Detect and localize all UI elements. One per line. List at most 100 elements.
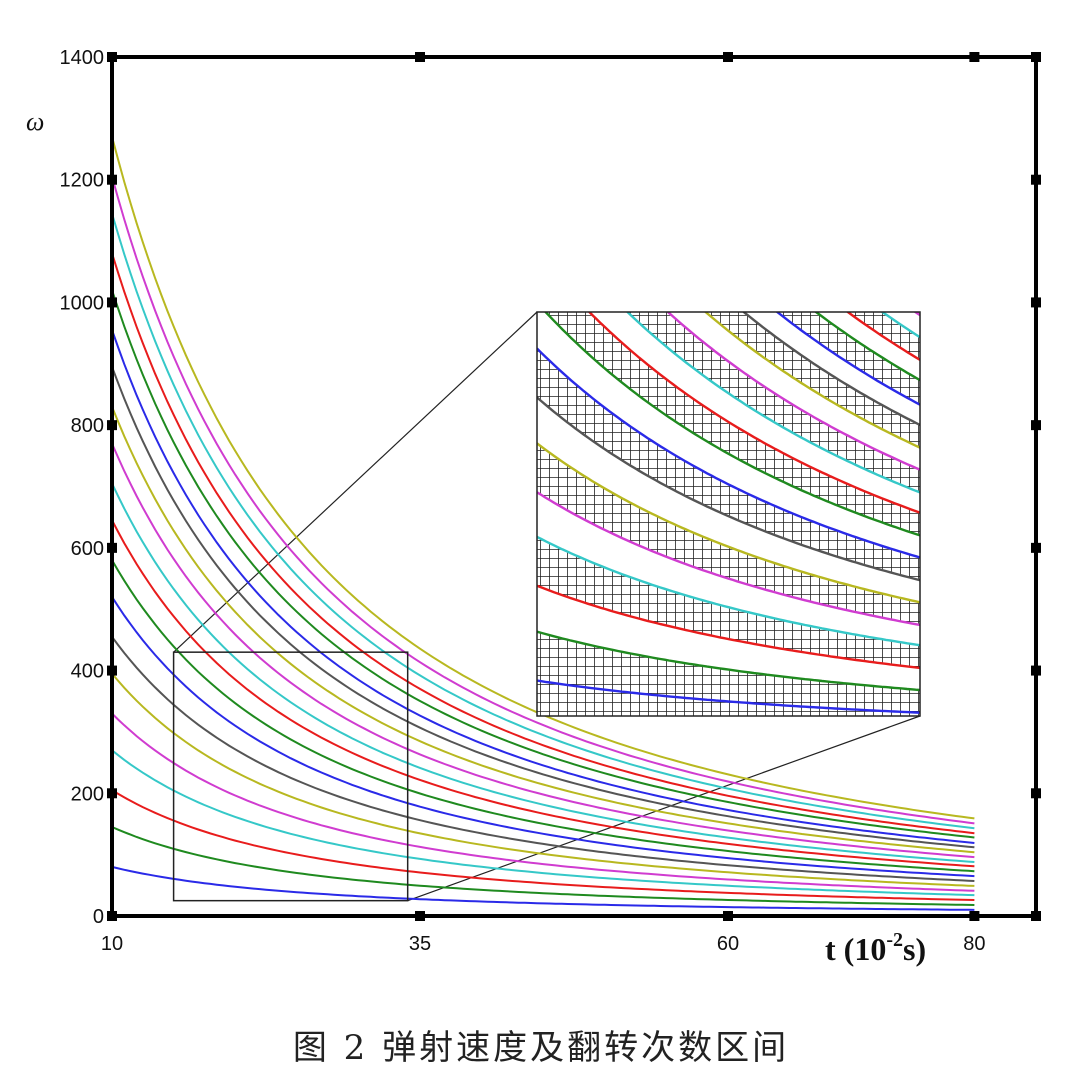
series-line-10: [111, 519, 975, 868]
hatched-band: [537, 536, 920, 668]
y-tick-label: 0: [93, 906, 104, 928]
y-tick-mark-right: [1031, 52, 1041, 62]
series-line-17: [111, 253, 975, 835]
y-tick-mark-left: [107, 174, 117, 185]
y-tick-label: 400: [71, 661, 104, 683]
series-line-5: [111, 712, 975, 892]
series-line-12: [111, 443, 975, 859]
zoom-box: [172, 651, 409, 902]
series-line-1: [111, 865, 975, 911]
zoom-inset: [536, 0, 921, 717]
series-line-15: [111, 329, 975, 844]
inset-series-line-10: [587, 312, 920, 514]
x-axis-label-exponent: -2: [886, 929, 903, 951]
inset-series-line-6: [537, 442, 920, 604]
hatched-band: [627, 312, 920, 493]
series-line-8: [111, 596, 975, 878]
x-axis-label-unit: s): [903, 931, 926, 967]
inset-series-line-13: [703, 312, 920, 449]
hatched-band: [915, 312, 920, 316]
inset-series-line-18: [880, 312, 920, 339]
inset-series-line-20: [537, 0, 920, 292]
y-tick-label: 1200: [60, 170, 105, 192]
y-tick-mark-right: [1031, 911, 1041, 921]
y-tick-mark-right: [1031, 174, 1041, 185]
inset-series-line-19: [913, 312, 920, 317]
zoom-connector-top: [173, 311, 538, 653]
x-tick-label: 60: [717, 933, 739, 955]
x-tick-label: 80: [963, 933, 985, 955]
y-tick-mark-right: [1031, 665, 1041, 676]
series-line-9: [111, 559, 975, 873]
inset-series-line-17: [845, 312, 920, 361]
y-tick-mark-right: [1031, 297, 1041, 308]
hatched-band: [537, 348, 920, 581]
y-tick-mark-right: [1031, 788, 1041, 799]
y-tick-mark-left: [107, 297, 117, 308]
plot-frame: [110, 55, 1038, 918]
hatched-band: [705, 312, 920, 448]
inset-series-line-4: [537, 535, 920, 647]
y-tick-mark-right: [1031, 542, 1041, 553]
y-axis-label: ω: [26, 107, 44, 136]
inset-series-line-7: [537, 396, 920, 582]
inset-series-line-3: [537, 584, 920, 670]
y-tick-mark-left: [107, 788, 117, 799]
inset-series-line-12: [666, 312, 920, 471]
x-tick-mark-top: [107, 52, 117, 62]
zoom-connector-bottom: [407, 715, 921, 902]
y-tick-mark-left: [107, 542, 117, 553]
x-tick-mark-bottom: [107, 911, 117, 921]
plot-border: [110, 55, 1038, 918]
chart: 0 200 400 600 800 1000 1200 1400 10 35 60 80 ω t (1…: [26, 0, 1041, 967]
inset-series-line-14: [741, 312, 920, 426]
inset-series-line-8: [537, 347, 920, 559]
y-tick-label: 800: [71, 415, 104, 437]
x-tick-label: 35: [409, 933, 431, 955]
inset-series-line-1: [537, 679, 920, 714]
figure-caption: 图 2 弹射速度及翻转次数区间: [292, 1028, 790, 1068]
hatched-band: [537, 680, 920, 716]
y-tick-label: 600: [71, 538, 104, 560]
series-layer: [111, 136, 975, 911]
y-tick-mark-left: [107, 420, 117, 431]
y-tick-mark-right: [1031, 420, 1041, 431]
y-tick-mark-left: [107, 665, 117, 676]
hatched-band: [777, 312, 920, 405]
series-line-19: [111, 176, 975, 825]
inset-plot: [537, 0, 920, 716]
inset-series-line-9: [543, 312, 920, 537]
series-line-6: [111, 672, 975, 887]
series-line-16: [111, 289, 975, 839]
series-line-7: [111, 636, 975, 882]
x-tick-mark-top: [415, 52, 425, 62]
y-tick-label: 200: [71, 783, 104, 805]
series-line-4: [111, 749, 975, 897]
hatched-band: [545, 312, 920, 536]
series-line-11: [111, 482, 975, 863]
zoom-rectangle: [172, 651, 409, 902]
x-tick-mark-top: [969, 52, 980, 62]
inset-series-line-5: [537, 491, 920, 627]
y-tick-label: 1000: [60, 292, 105, 314]
series-line-13: [111, 406, 975, 854]
tick-layer: 0 200 400 600 800 1000 1200 1400 10 35 60 80: [60, 47, 1041, 955]
series-line-18: [111, 213, 975, 830]
inset-border: [536, 311, 921, 717]
inset-series-line-11: [625, 312, 920, 494]
hatched-band: [537, 443, 920, 625]
x-tick-mark-bottom: [415, 911, 425, 921]
x-tick-mark-bottom: [723, 911, 733, 921]
inset-series-line-16: [814, 312, 920, 382]
x-axis-label-main: t (10: [825, 931, 886, 967]
x-tick-mark-top: [723, 52, 733, 62]
x-tick-mark-bottom: [969, 911, 980, 921]
zoom-connector-lines: [173, 311, 921, 902]
y-tick-label: 1400: [60, 47, 105, 69]
inset-series-line-15: [775, 312, 920, 406]
series-line-14: [111, 366, 975, 849]
x-axis-label: t (10-2s): [825, 929, 926, 967]
inset-series-line-2: [537, 630, 920, 692]
series-line-3: [111, 789, 975, 901]
x-tick-label: 10: [101, 933, 123, 955]
